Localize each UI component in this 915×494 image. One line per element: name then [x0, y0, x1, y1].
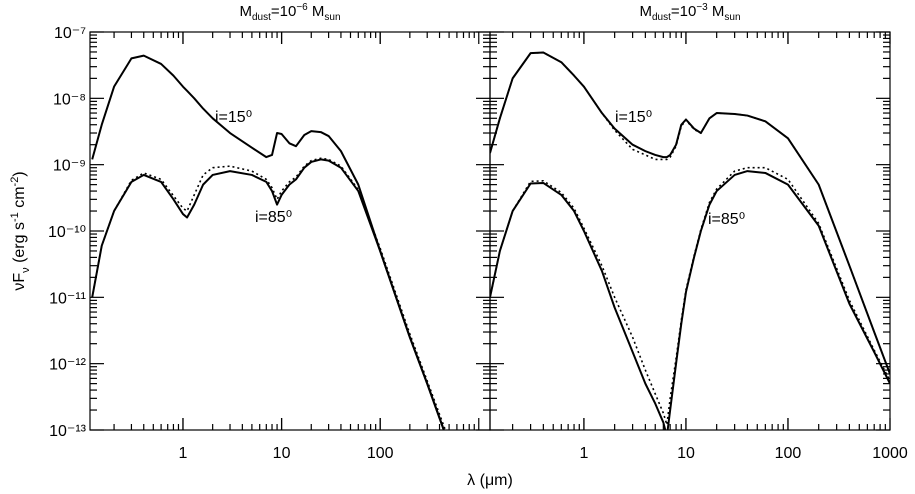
y-tick-label: 10⁻⁸	[53, 91, 86, 108]
y-tick-label: 10⁻¹³	[49, 423, 87, 440]
panel-title: Mdust=10−6 Msun	[239, 2, 340, 23]
annotation: i=15⁰	[215, 109, 252, 126]
annotation: i=85⁰	[255, 209, 292, 226]
sed-line	[490, 51, 890, 375]
sed-line	[490, 170, 890, 430]
x-tick-label: 10	[677, 445, 695, 462]
sed-line	[91, 157, 447, 430]
y-tick-label: 10⁻⁹	[53, 158, 86, 175]
x-tick-label: 1	[179, 445, 188, 462]
x-tick-label: 1000	[872, 445, 908, 462]
y-tick-label: 10⁻¹²	[49, 357, 87, 374]
annotation: i=15⁰	[615, 109, 652, 126]
y-axis-label: νFν (erg s-1 cm-2)	[9, 171, 32, 290]
y-tick-label: 10⁻⁷	[54, 25, 86, 42]
x-tick-label: 10	[273, 445, 291, 462]
sed-line	[490, 166, 890, 426]
x-tick-label: 100	[775, 445, 802, 462]
annotation: i=85⁰	[708, 211, 745, 228]
x-tick-label: 1	[579, 445, 588, 462]
y-tick-label: 10⁻¹⁰	[48, 224, 86, 241]
sed-line	[91, 158, 445, 430]
y-tick-label: 10⁻¹¹	[49, 290, 86, 307]
sed-line	[91, 54, 445, 430]
plot-frame	[489, 31, 891, 431]
x-tick-label: 100	[367, 445, 394, 462]
x-axis-label: λ (μm)	[467, 472, 513, 489]
plot-frame	[89, 31, 491, 431]
panel-title: Mdust=10−3 Msun	[639, 2, 740, 23]
